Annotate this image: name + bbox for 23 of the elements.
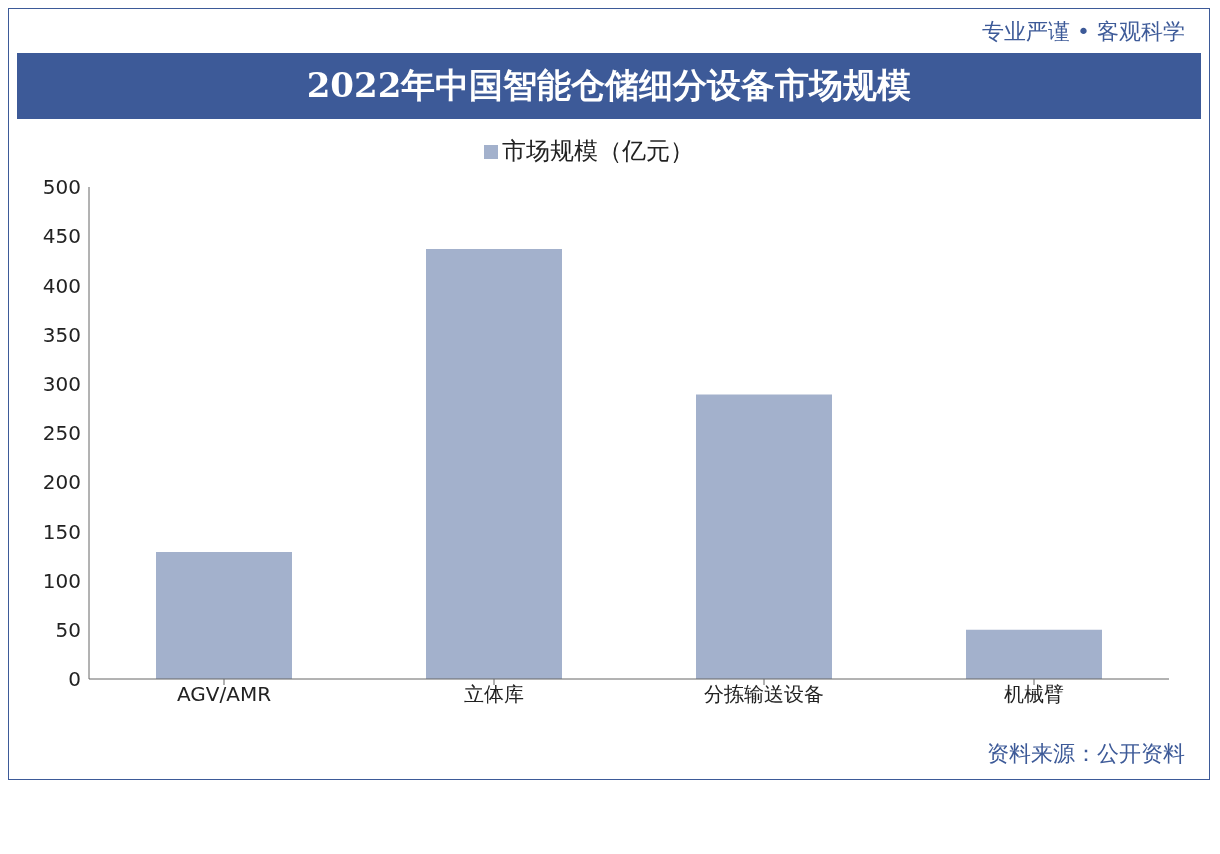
y-tick-label: 0 <box>68 667 81 692</box>
chart-title: 2022年中国智能仓储细分设备市场规模 <box>17 53 1201 119</box>
bar <box>966 629 1102 679</box>
x-tick-label: 立体库 <box>464 682 524 707</box>
y-tick-label: 200 <box>42 470 81 495</box>
chart-subtitle: 专业严谨 • 客观科学 <box>982 18 1185 44</box>
bar <box>696 394 832 679</box>
y-tick-label: 50 <box>55 617 81 642</box>
text: 资料来源：公开资料 <box>986 740 1186 768</box>
y-tick-label: 450 <box>42 224 81 249</box>
y-tick-label: 500 <box>42 175 81 200</box>
y-tick-label: 350 <box>42 322 81 347</box>
y-tick-label: 250 <box>42 421 81 446</box>
x-tick-label: 分拣输送设备 <box>704 682 824 707</box>
bar <box>156 552 292 679</box>
y-tick-label: 300 <box>42 371 81 396</box>
x-tick-label: 机械臂 <box>1004 682 1064 707</box>
legend-label: 市场规模（亿元） <box>502 137 694 165</box>
y-tick-label: 150 <box>42 519 81 544</box>
y-tick-label: 100 <box>42 568 81 593</box>
x-tick-label: AGV/AMR <box>176 682 272 707</box>
bar <box>426 248 562 679</box>
y-tick-label: 400 <box>42 273 81 298</box>
